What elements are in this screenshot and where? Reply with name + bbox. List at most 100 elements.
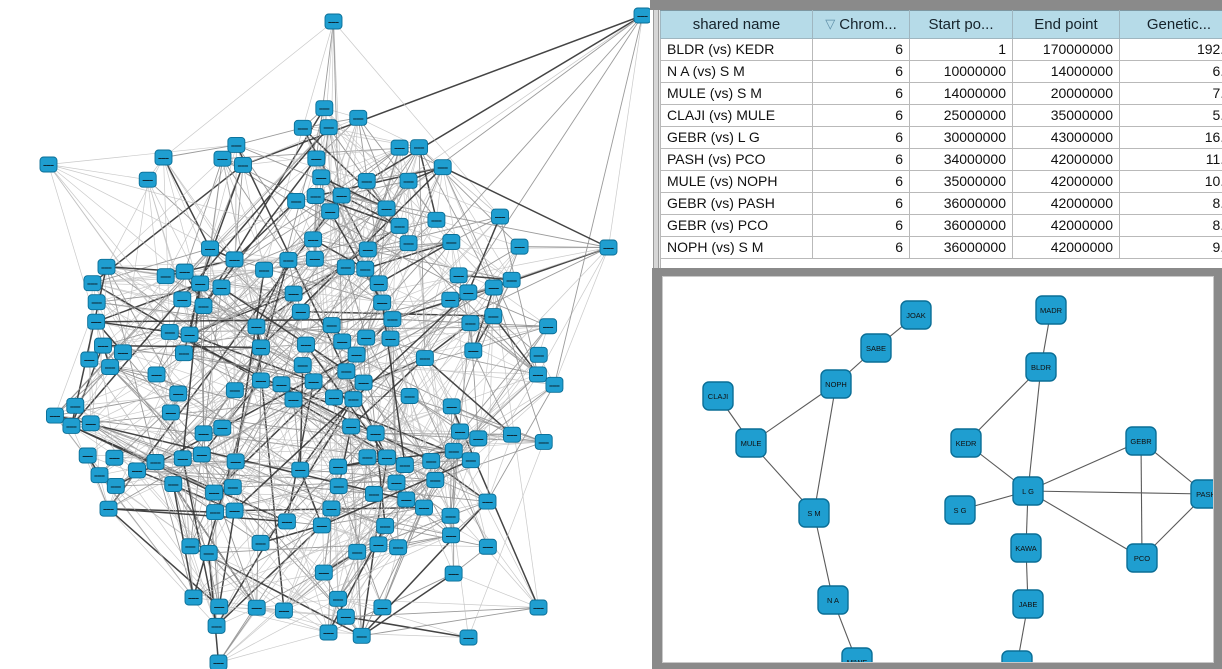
- node-shape[interactable]: [274, 602, 293, 619]
- full-network-edge[interactable]: [234, 258, 315, 260]
- node-shape[interactable]: [1010, 533, 1042, 563]
- full-network-node[interactable]: ▬▬▬: [227, 136, 246, 153]
- full-network-node[interactable]: ▬▬▬: [366, 425, 385, 442]
- full-network-edge[interactable]: [324, 107, 459, 276]
- full-network-edge[interactable]: [219, 606, 329, 633]
- full-network-edge[interactable]: [221, 287, 329, 633]
- full-network-edge[interactable]: [424, 357, 453, 407]
- full-network-edge[interactable]: [213, 15, 643, 493]
- full-network-node[interactable]: ▬▬▬: [442, 234, 461, 250]
- node-shape[interactable]: [62, 418, 81, 434]
- subnetwork-edge[interactable]: [1140, 440, 1143, 559]
- full-network-node[interactable]: ▬▬▬: [478, 538, 497, 555]
- full-network-node[interactable]: ▬▬▬: [510, 238, 529, 255]
- full-network-edge[interactable]: [361, 607, 539, 637]
- node-shape[interactable]: [277, 513, 296, 530]
- full-network-edge[interactable]: [96, 302, 111, 368]
- subnetwork-node[interactable]: PASH: [1190, 479, 1213, 509]
- full-network-node[interactable]: ▬▬▬: [305, 250, 324, 267]
- full-network-edge[interactable]: [366, 14, 643, 182]
- full-network-edge[interactable]: [190, 127, 304, 547]
- subnetwork-node[interactable]: MADR: [1035, 295, 1067, 325]
- cell-end_point[interactable]: 42000000: [1012, 148, 1120, 171]
- full-network-edge[interactable]: [242, 14, 643, 166]
- node-shape[interactable]: [491, 208, 509, 225]
- node-shape[interactable]: [307, 150, 326, 167]
- full-network-edge[interactable]: [234, 510, 329, 633]
- full-network-edge[interactable]: [213, 117, 359, 493]
- full-network-edge[interactable]: [331, 457, 388, 509]
- full-network-edge[interactable]: [321, 147, 400, 178]
- full-network-node[interactable]: ▬▬▬: [373, 294, 392, 311]
- node-shape[interactable]: [297, 336, 315, 353]
- full-network-node[interactable]: ▬▬▬: [461, 452, 480, 469]
- node-shape[interactable]: [502, 271, 521, 288]
- full-network-edge[interactable]: [233, 200, 297, 260]
- full-network-edge[interactable]: [208, 552, 329, 633]
- node-shape[interactable]: [366, 425, 385, 442]
- node-shape[interactable]: [45, 407, 64, 424]
- node-shape[interactable]: [191, 275, 210, 292]
- full-network-edge[interactable]: [256, 598, 339, 609]
- node-shape[interactable]: [1012, 589, 1044, 619]
- full-network-node[interactable]: ▬▬▬: [314, 564, 333, 581]
- cell-genetic[interactable]: 7.5: [1119, 82, 1222, 105]
- node-shape[interactable]: [444, 565, 463, 582]
- full-network-edge[interactable]: [315, 21, 334, 159]
- full-network-node[interactable]: ▬▬▬: [66, 397, 85, 414]
- node-shape[interactable]: [87, 313, 106, 330]
- full-network-node[interactable]: ▬▬▬: [442, 527, 461, 544]
- full-network-edge[interactable]: [182, 315, 494, 459]
- cell-end_point[interactable]: 43000000: [1012, 126, 1120, 149]
- full-network-edge[interactable]: [342, 325, 549, 342]
- cell-shared_name[interactable]: BLDR (vs) KEDR: [660, 38, 813, 61]
- full-network-edge[interactable]: [378, 241, 452, 284]
- node-shape[interactable]: [1012, 476, 1044, 506]
- full-network-edge[interactable]: [222, 158, 257, 327]
- cell-shared_name[interactable]: GEBR (vs) L G: [660, 126, 813, 149]
- node-shape[interactable]: [194, 425, 213, 442]
- subnetwork-node[interactable]: S G: [944, 495, 976, 525]
- node-shape[interactable]: [357, 172, 376, 189]
- full-network-node[interactable]: ▬▬▬: [146, 454, 165, 470]
- full-network-node[interactable]: ▬▬▬: [459, 629, 478, 646]
- node-shape[interactable]: [192, 446, 211, 463]
- node-shape[interactable]: [702, 381, 734, 411]
- full-network-edge[interactable]: [328, 127, 343, 196]
- full-network-node[interactable]: ▬▬▬: [284, 285, 303, 302]
- full-network-node[interactable]: ▬▬▬: [272, 376, 291, 393]
- full-network-edge[interactable]: [203, 433, 323, 526]
- full-network-edge[interactable]: [436, 167, 444, 220]
- full-network-edge[interactable]: [328, 127, 489, 547]
- full-network-node[interactable]: ▬▬▬: [194, 425, 213, 442]
- full-network-node[interactable]: ▬▬▬: [304, 231, 323, 248]
- subnetwork-node[interactable]: N A: [817, 585, 849, 615]
- node-shape[interactable]: [319, 624, 338, 641]
- node-shape[interactable]: [304, 231, 323, 248]
- subnetwork-edge[interactable]: [1027, 440, 1142, 492]
- node-shape[interactable]: [332, 187, 351, 204]
- node-shape[interactable]: [147, 366, 166, 383]
- full-network-node[interactable]: ▬▬▬: [451, 423, 470, 440]
- full-network-edge[interactable]: [209, 126, 329, 249]
- cell-genetic[interactable]: 9.9: [1119, 236, 1222, 259]
- full-network-edge[interactable]: [381, 507, 425, 608]
- node-shape[interactable]: [324, 13, 343, 30]
- node-shape[interactable]: [461, 315, 480, 332]
- node-shape[interactable]: [201, 240, 219, 257]
- full-network-node[interactable]: ▬▬▬: [81, 415, 100, 432]
- cell-start_point[interactable]: 25000000: [909, 104, 1013, 127]
- node-shape[interactable]: [354, 374, 373, 391]
- full-network-edge[interactable]: [106, 266, 166, 277]
- node-shape[interactable]: [369, 536, 388, 553]
- node-shape[interactable]: [534, 433, 553, 450]
- node-shape[interactable]: [459, 629, 478, 646]
- full-network-edge[interactable]: [155, 461, 194, 598]
- full-network-edge[interactable]: [163, 144, 237, 158]
- node-shape[interactable]: [97, 258, 116, 275]
- node-shape[interactable]: [820, 369, 852, 399]
- node-shape[interactable]: [213, 419, 232, 436]
- node-shape[interactable]: [352, 627, 371, 644]
